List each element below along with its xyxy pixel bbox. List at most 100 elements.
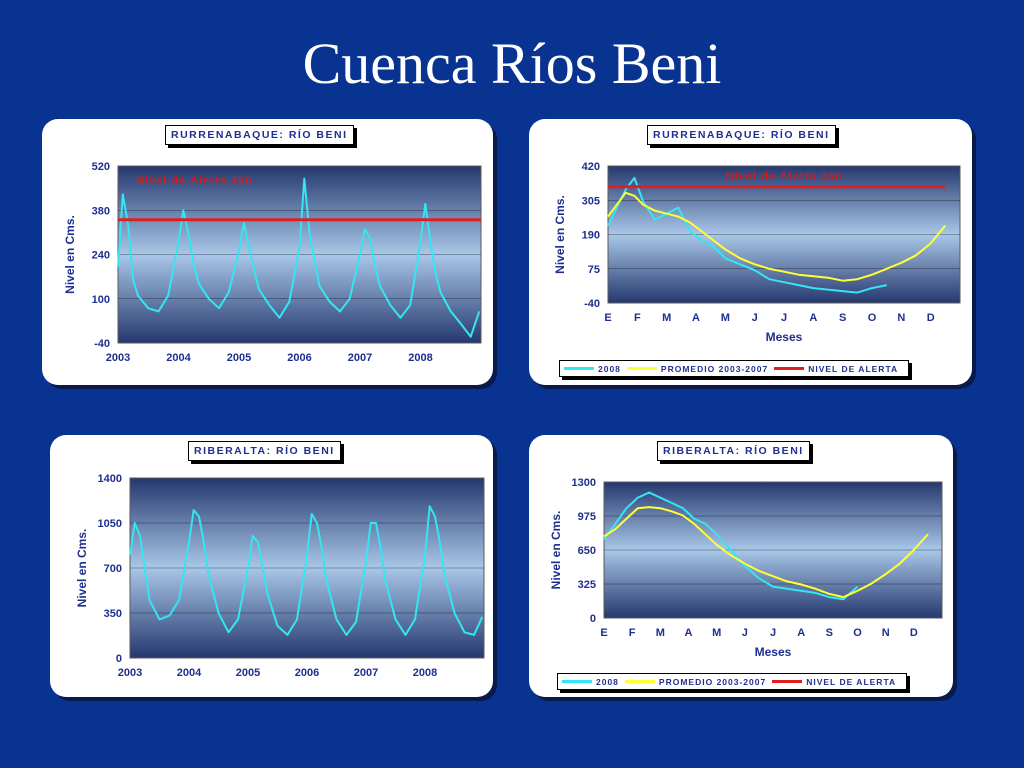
- x-tick-label: 2003: [106, 352, 130, 364]
- legend-line-promedio: [626, 367, 657, 370]
- legend-label: 2008: [596, 676, 619, 687]
- y-tick-label: 0: [116, 653, 122, 665]
- legend-label: NIVEL DE ALERTA: [806, 676, 897, 687]
- x-tick-label: M: [662, 312, 671, 324]
- chart-svg: 520 380 240 100 -40 2003 2004 2005 2006 2007 2008 N…: [63, 161, 482, 364]
- alert-annotation: Nivel de Alerta 350: [136, 175, 252, 187]
- chart-svg: 1300 975 650 325 0E F M A M J J A S O N D Nivel en Cms. M…: [549, 477, 943, 659]
- y-tick-label: 350: [104, 608, 122, 620]
- legend-label: PROMEDIO 2003-2007: [658, 676, 767, 687]
- x-tick-label: 2004: [166, 352, 191, 364]
- x-tick-label: J: [770, 627, 776, 639]
- x-tick-label: M: [656, 627, 665, 639]
- x-tick-label: J: [781, 312, 787, 324]
- series-line-0: [607, 176, 887, 294]
- x-tick-label: A: [809, 312, 817, 324]
- legend-label: PROMEDIO 2003-2007: [660, 363, 769, 374]
- legend-line-2008: [564, 367, 594, 370]
- series-line-1: [607, 191, 947, 282]
- x-tick-label: 2005: [227, 352, 251, 364]
- chart-title: RIBERALTA: RÍO BENI: [657, 441, 810, 461]
- legend-item-alerta: NIVEL DE ALERTA: [774, 364, 898, 374]
- legend-item-promedio: PROMEDIO 2003-2007: [624, 676, 767, 687]
- chart-svg: 1400 1050 700 350 0 2003 2004 2005 2006 2007 2008 N…: [75, 473, 485, 679]
- y-tick-label: 325: [578, 579, 596, 591]
- x-tick-label: S: [826, 627, 833, 639]
- y-tick-label: 1050: [98, 518, 122, 530]
- legend-line-alerta: [774, 367, 805, 370]
- x-tick-label: A: [685, 627, 693, 639]
- y-axis-label: Nivel en Cms.: [553, 195, 567, 274]
- y-tick-label: -40: [94, 338, 110, 350]
- x-tick-label: F: [634, 312, 641, 324]
- series-line-0: [117, 177, 481, 338]
- x-tick-label: 2003: [118, 667, 142, 679]
- legend-line-alerta: [772, 680, 803, 683]
- chart-legend: 2008 PROMEDIO 2003-2007 NIVEL DE ALERTA: [559, 360, 910, 377]
- y-tick-label: 700: [104, 563, 122, 575]
- x-tick-label: J: [742, 627, 748, 639]
- x-tick-label: 2005: [236, 667, 260, 679]
- chart-panel-rurrenabaque-yearly: 520 380 240 100 -40 2003 2004 2005 2006 2007 2008 N…: [42, 119, 493, 385]
- x-tick-label: 2007: [348, 352, 372, 364]
- x-tick-label: M: [712, 627, 721, 639]
- x-tick-label: F: [629, 627, 636, 639]
- legend-item-alerta: NIVEL DE ALERTA: [772, 677, 896, 687]
- x-tick-label: 2008: [408, 352, 432, 364]
- legend-item-2008: 2008: [562, 677, 619, 687]
- x-tick-label: J: [752, 312, 758, 324]
- chart-title: RURRENABAQUE: RÍO BENI: [165, 125, 354, 145]
- y-tick-label: 100: [92, 294, 110, 306]
- chart-svg: 420 305 190 75 -40 E F M A M J J A S O N D Nivel en Cms. M…: [553, 161, 961, 344]
- chart-panel-riberalta-monthly: 1300 975 650 325 0 E F M A M J J A S O N D Nivel en Cms. M…: [529, 435, 953, 697]
- legend-item-2008: 2008: [564, 364, 621, 374]
- y-tick-label: 75: [588, 264, 600, 276]
- x-tick-label: N: [882, 627, 890, 639]
- y-tick-label: 1300: [572, 477, 596, 489]
- y-tick-label: 520: [92, 161, 110, 173]
- y-tick-label: 305: [582, 195, 600, 207]
- y-tick-label: 420: [582, 161, 600, 173]
- chart-legend: 2008 PROMEDIO 2003-2007 NIVEL DE ALERTA: [557, 673, 908, 690]
- x-tick-label: 2008: [413, 667, 437, 679]
- x-tick-label: D: [910, 627, 918, 639]
- x-tick-label: A: [692, 312, 700, 324]
- x-axis-label: Meses: [766, 330, 803, 344]
- y-axis-label: Nivel en Cms.: [549, 511, 563, 590]
- x-tick-label: D: [927, 312, 935, 324]
- y-tick-label: 0: [590, 613, 596, 625]
- x-tick-label: M: [721, 312, 730, 324]
- chart-title: RIBERALTA: RÍO BENI: [188, 441, 341, 461]
- x-tick-label: E: [604, 312, 611, 324]
- x-tick-label: S: [839, 312, 846, 324]
- x-tick-label: 2007: [354, 667, 378, 679]
- y-tick-label: 240: [92, 250, 110, 262]
- chart-panel-riberalta-yearly: 1400 1050 700 350 0 2003 2004 2005 2006 2007 2008 N…: [50, 435, 493, 697]
- legend-label: 2008: [598, 363, 621, 374]
- y-tick-label: 380: [92, 205, 110, 217]
- y-axis-label: Nivel en Cms.: [75, 529, 89, 608]
- chart-title: RURRENABAQUE: RÍO BENI: [647, 125, 836, 145]
- legend-line-2008: [562, 680, 592, 683]
- legend-label: NIVEL DE ALERTA: [808, 363, 899, 374]
- chart-panel-rurrenabaque-monthly: 420 305 190 75 -40 E F M A M J J A S O N D Nivel en Cms. M…: [529, 119, 972, 385]
- legend-item-promedio: PROMEDIO 2003-2007: [626, 363, 769, 374]
- x-axis-label: Meses: [755, 645, 792, 659]
- series-line-0: [603, 491, 859, 601]
- y-tick-label: 190: [582, 230, 600, 242]
- x-tick-label: A: [797, 627, 805, 639]
- x-tick-label: O: [868, 312, 877, 324]
- series-line-0: [129, 505, 484, 636]
- x-tick-label: O: [853, 627, 862, 639]
- legend-line-promedio: [624, 680, 655, 683]
- y-tick-label: 975: [578, 511, 596, 523]
- x-tick-label: N: [897, 312, 905, 324]
- x-tick-label: 2006: [295, 667, 319, 679]
- y-tick-label: 650: [578, 545, 596, 557]
- y-tick-label: 1400: [98, 473, 122, 485]
- x-tick-label: 2006: [287, 352, 311, 364]
- series-line-1: [603, 506, 929, 599]
- y-tick-label: -40: [584, 298, 600, 310]
- y-axis-label: Nivel en Cms.: [63, 215, 77, 294]
- x-tick-label: E: [600, 627, 607, 639]
